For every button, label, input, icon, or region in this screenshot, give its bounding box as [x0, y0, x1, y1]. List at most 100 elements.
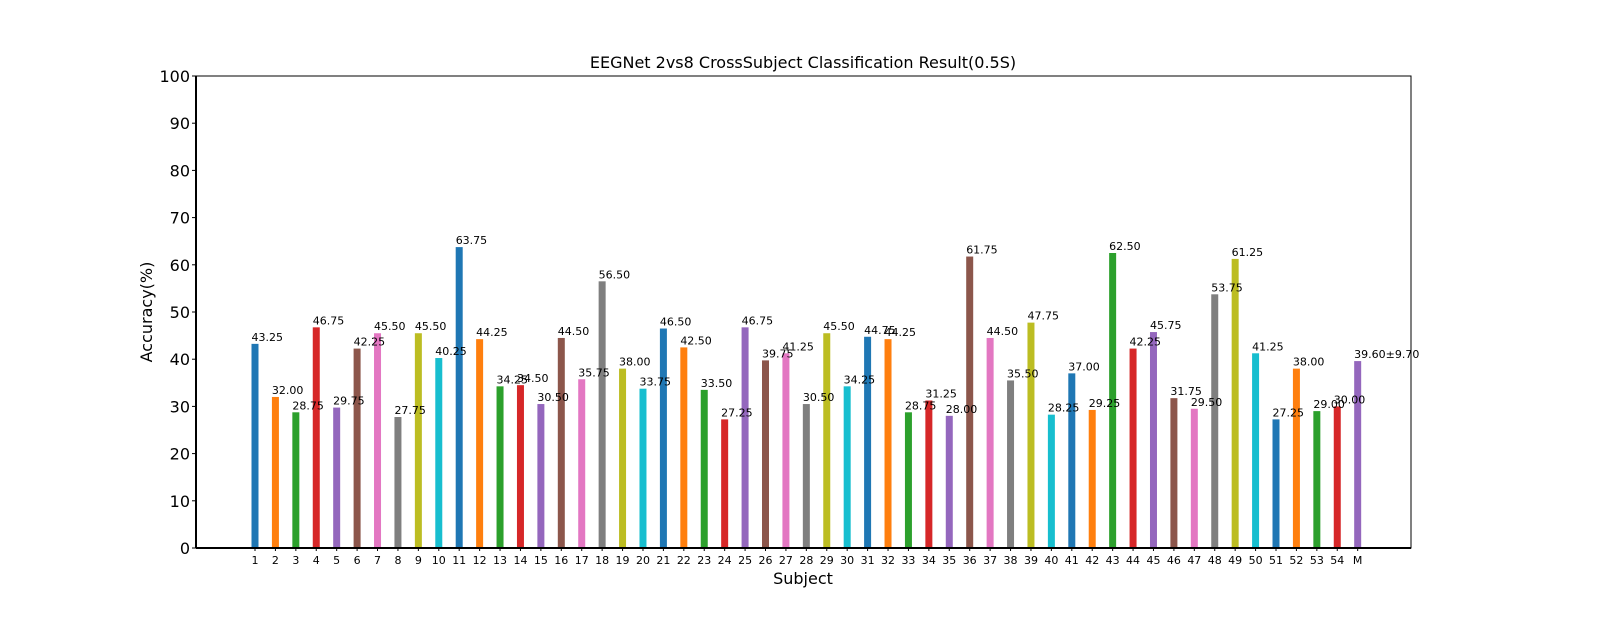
value-label-47: 29.50	[1191, 396, 1223, 409]
x-tick-label: 51	[1269, 554, 1283, 567]
value-label-9: 45.50	[415, 320, 447, 333]
value-label-43: 62.50	[1109, 240, 1141, 253]
value-label-5: 29.75	[333, 395, 365, 408]
bar-5	[333, 407, 341, 548]
y-tick-label: 60	[170, 256, 190, 275]
value-label-32: 44.25	[885, 326, 917, 339]
bar-7	[374, 333, 382, 548]
x-tick-label: 21	[656, 554, 670, 567]
x-tick-label: 10	[432, 554, 446, 567]
x-tick-label: 46	[1167, 554, 1181, 567]
value-label-48: 53.75	[1211, 281, 1243, 294]
value-label-35: 28.00	[946, 403, 978, 416]
x-tick-label: 19	[616, 554, 630, 567]
x-tick-label: 6	[354, 554, 361, 567]
value-label-19: 38.00	[619, 356, 651, 369]
value-label-6: 42.25	[354, 336, 386, 349]
x-tick-label: 43	[1106, 554, 1120, 567]
x-tick-label: 25	[738, 554, 752, 567]
x-tick-label: 17	[575, 554, 589, 567]
bar-49	[1231, 258, 1239, 548]
y-tick-label: 10	[170, 492, 190, 511]
x-tick-label: 4	[313, 554, 320, 567]
y-tick-label: 0	[180, 539, 190, 558]
value-label-8: 27.75	[394, 404, 426, 417]
x-tick-label: 28	[799, 554, 813, 567]
y-tick-label: 100	[159, 67, 190, 86]
bar-31	[864, 336, 872, 548]
bar-6	[353, 348, 361, 548]
x-tick-label: 27	[779, 554, 793, 567]
x-tick-label: 12	[473, 554, 487, 567]
value-label-17: 35.75	[578, 366, 610, 379]
x-tick-label: 44	[1126, 554, 1140, 567]
bar-32	[884, 339, 892, 548]
bar-15	[537, 404, 545, 548]
x-tick-label: 3	[292, 554, 299, 567]
x-tick-label: 22	[677, 554, 691, 567]
bar-24	[721, 419, 729, 548]
bar-25	[741, 327, 749, 548]
x-tick-label: 1	[252, 554, 259, 567]
x-tick-label: 7	[374, 554, 381, 567]
bar-46	[1170, 398, 1178, 548]
value-label-51: 27.25	[1273, 406, 1305, 419]
x-tick-label: 50	[1249, 554, 1263, 567]
value-label-27: 41.25	[782, 340, 814, 353]
bar-47	[1190, 408, 1198, 548]
x-tick-label: 30	[840, 554, 854, 567]
value-label-54: 30.00	[1334, 393, 1366, 406]
y-tick-label: 40	[170, 350, 190, 369]
bar-4	[312, 327, 320, 548]
value-label-34: 31.25	[925, 388, 957, 401]
value-label-22: 42.50	[680, 334, 712, 347]
x-tick-label: 39	[1024, 554, 1038, 567]
bar-26	[762, 360, 769, 548]
x-tick-label: 36	[963, 554, 977, 567]
bar-8	[394, 417, 402, 548]
bar-22	[680, 347, 688, 548]
value-labels-group: 43.25 32.00 28.75 46.75 29.75 42.25 45.50 27.75…	[252, 234, 1420, 419]
bar-29	[823, 333, 831, 548]
y-tick-label: 50	[170, 303, 190, 322]
bar-54	[1333, 406, 1341, 548]
bar-33	[904, 412, 912, 548]
value-label-45: 45.75	[1150, 319, 1182, 332]
bar-53	[1313, 411, 1321, 548]
value-label-31: 44.75	[864, 324, 896, 337]
x-tick-label: 52	[1289, 554, 1303, 567]
value-label-4: 46.75	[313, 314, 345, 327]
value-label-3: 28.75	[292, 399, 324, 412]
bar-40	[1047, 414, 1055, 548]
bar-51	[1272, 419, 1280, 548]
value-label-38: 35.50	[1007, 367, 1039, 380]
bar-16	[557, 337, 565, 548]
value-label-1: 43.25	[252, 331, 284, 344]
value-label-11: 63.75	[456, 234, 488, 247]
x-tick-label: 13	[493, 554, 507, 567]
x-tick-label: 32	[881, 554, 895, 567]
bar-42	[1088, 409, 1096, 548]
bar-13	[496, 386, 504, 548]
bar-45	[1149, 332, 1157, 548]
value-label-37: 44.50	[987, 325, 1019, 338]
x-axis: 1 2 3 4 5 6 7 8 9 10 11 12 13 14 15 16 17 18 19 20 21 22 23 24 2…	[252, 548, 1362, 567]
bar-9	[414, 333, 422, 548]
x-tick-label: 49	[1228, 554, 1242, 567]
value-label-2: 32.00	[272, 384, 304, 397]
value-label-44: 42.25	[1130, 336, 1162, 349]
bar-35	[945, 415, 953, 548]
x-tick-label: 5	[333, 554, 340, 567]
bar-17	[578, 379, 586, 548]
value-label-39: 47.75	[1027, 310, 1059, 323]
x-tick-label: 14	[513, 554, 527, 567]
value-label-49: 61.25	[1232, 246, 1264, 259]
x-tick-label: 47	[1187, 554, 1201, 567]
value-label-36: 61.75	[966, 244, 998, 257]
value-label-29: 45.50	[823, 320, 855, 333]
y-tick-label: 70	[170, 209, 190, 228]
value-label-23: 33.50	[701, 377, 733, 390]
bar-27	[782, 353, 790, 548]
bars-group	[251, 247, 1362, 548]
bar-11	[455, 247, 463, 548]
